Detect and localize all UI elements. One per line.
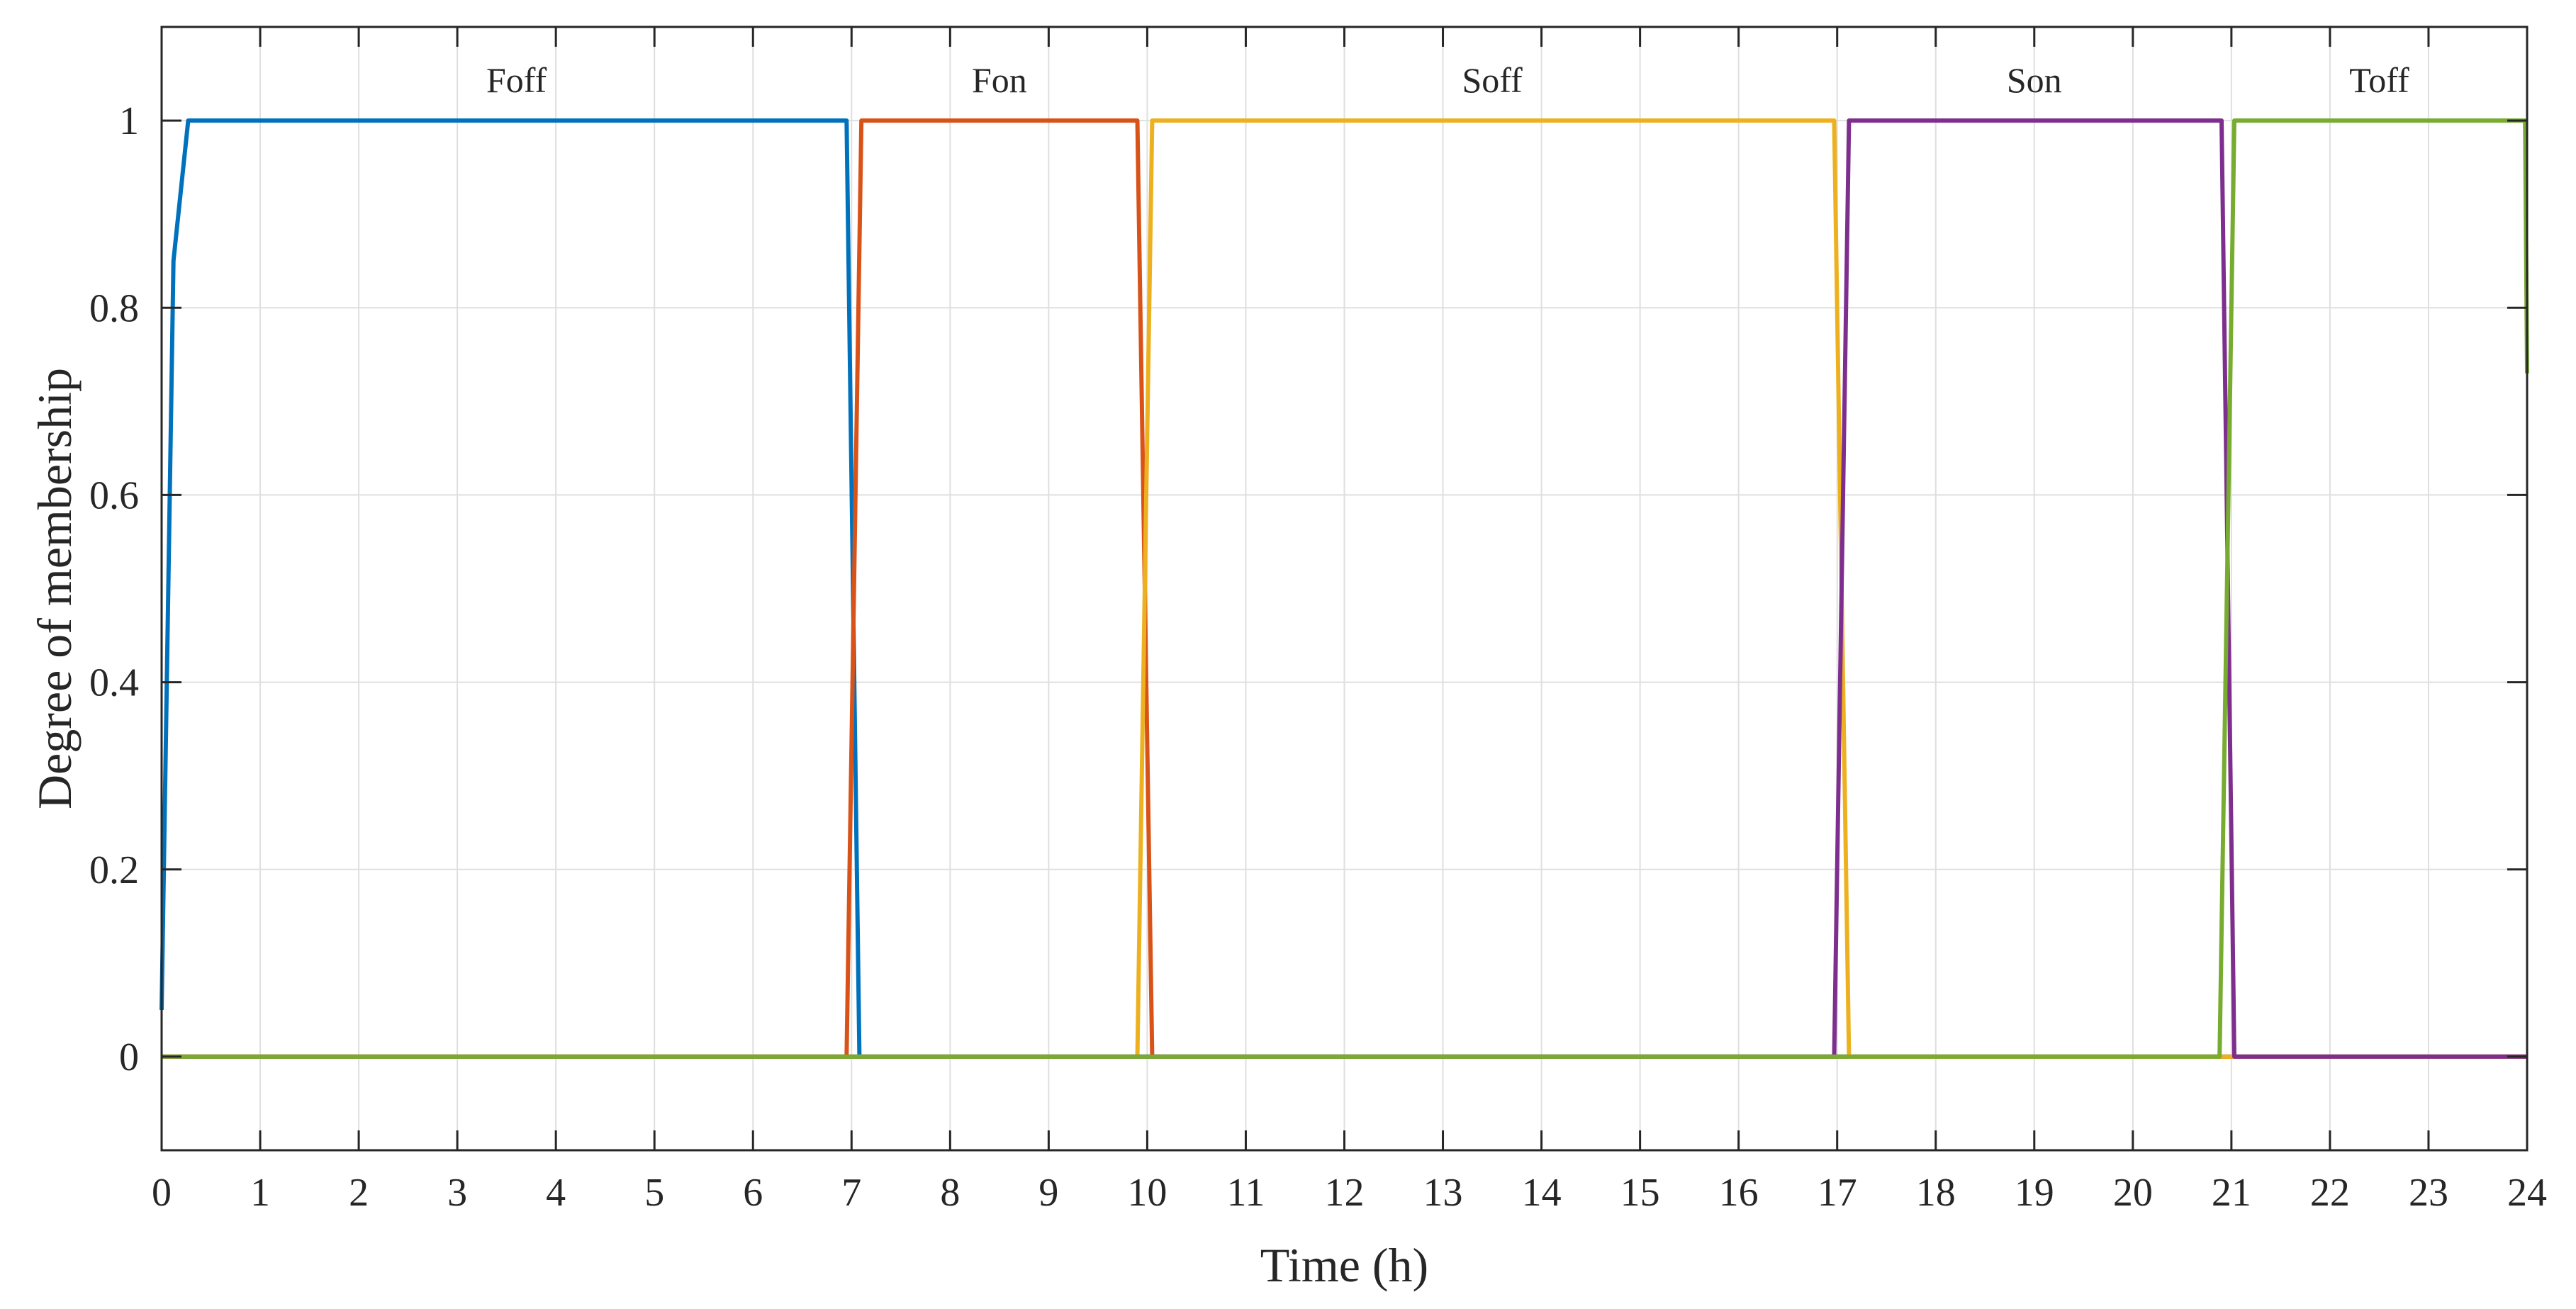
y-tick-label: 1 — [119, 99, 139, 143]
x-tick-labels: 0 1 2 3 4 5 6 7 8 9 10 11 12 13 14 15 16 17 18 19 20 21 22 23 24 — [152, 1171, 2547, 1215]
x-tick-label: 7 — [841, 1171, 861, 1215]
x-tick-label: 14 — [1522, 1171, 1562, 1215]
y-tick-label: 0.6 — [89, 473, 139, 517]
x-tick-label: 5 — [644, 1171, 664, 1215]
x-tick-label: 15 — [1620, 1171, 1660, 1215]
region-label: Soff — [1462, 60, 1523, 100]
x-tick-label: 23 — [2409, 1171, 2448, 1215]
x-tick-label: 4 — [546, 1171, 566, 1215]
x-tick-label: 9 — [1038, 1171, 1058, 1215]
x-tick-label: 20 — [2113, 1171, 2153, 1215]
region-label: Toff — [2349, 60, 2409, 100]
x-tick-label: 22 — [2310, 1171, 2350, 1215]
axis-ticks — [160, 27, 2529, 1150]
y-tick-label: 0.4 — [89, 661, 139, 705]
x-tick-label: 16 — [1719, 1171, 1759, 1215]
series-lines — [159, 118, 2529, 1059]
y-axis-label: Degree of membership — [28, 368, 82, 809]
x-tick-label: 10 — [1127, 1171, 1167, 1215]
x-tick-label: 24 — [2507, 1171, 2547, 1215]
x-tick-label: 13 — [1423, 1171, 1463, 1215]
x-tick-label: 6 — [743, 1171, 763, 1215]
region-label: Son — [2007, 60, 2062, 100]
region-labels: Foff Fon Soff Son Toff — [486, 60, 2409, 100]
region-label: Foff — [486, 60, 547, 100]
x-tick-label: 19 — [2015, 1171, 2054, 1215]
x-tick-label: 3 — [447, 1171, 467, 1215]
y-tick-labels: 0 0.2 0.4 0.6 0.8 1 — [89, 99, 139, 1079]
x-axis-label: Time (h) — [1260, 1238, 1428, 1292]
y-tick-label: 0.8 — [89, 286, 139, 330]
y-tick-label: 0.2 — [89, 848, 139, 892]
x-tick-label: 18 — [1916, 1171, 1956, 1215]
y-tick-label: 0 — [119, 1035, 139, 1079]
x-tick-label: 17 — [1818, 1171, 1857, 1215]
series-line — [162, 118, 2529, 1059]
x-tick-label: 12 — [1325, 1171, 1365, 1215]
x-tick-label: 8 — [940, 1171, 960, 1215]
x-tick-label: 11 — [1226, 1171, 1265, 1215]
x-tick-label: 1 — [250, 1171, 270, 1215]
x-tick-label: 21 — [2212, 1171, 2251, 1215]
x-tick-label: 0 — [152, 1171, 172, 1215]
region-label: Fon — [972, 60, 1027, 100]
x-tick-label: 2 — [349, 1171, 369, 1215]
